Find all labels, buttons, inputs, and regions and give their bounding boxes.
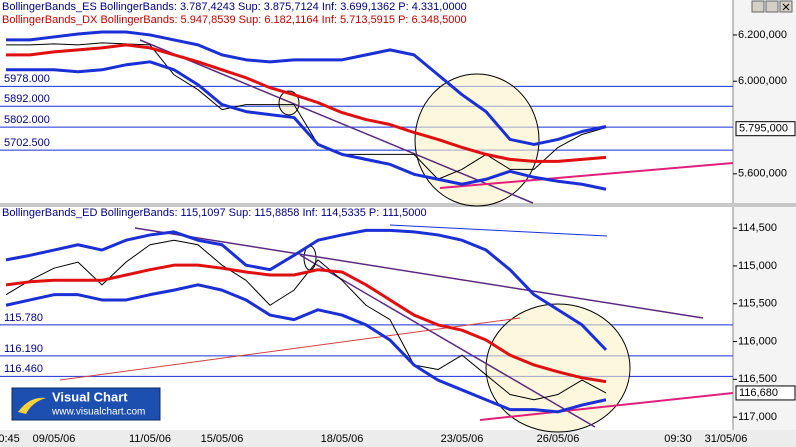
logo-url: www.visualchart.com	[51, 407, 145, 418]
x-tick-label: 09/05/06	[33, 433, 76, 445]
x-tick-label: 11/05/06	[129, 433, 171, 445]
x-tick-label: 18/05/06	[321, 433, 364, 445]
y-tick-label: 115,500	[738, 298, 777, 310]
trend-line	[439, 162, 734, 189]
x-axis-band	[0, 430, 796, 447]
last-value-label: 116,680	[739, 387, 778, 399]
series-line	[6, 60, 607, 191]
panel-header: BollingerBands_ES BollingerBands: 3.787,…	[2, 1, 467, 13]
x-tick-label: 09:30	[664, 433, 692, 445]
last-value-label: 5.795,000	[739, 123, 788, 135]
last-value-box	[735, 121, 796, 137]
y-tick-label: 114,500	[738, 222, 777, 234]
y-tick-label: 117,000	[738, 411, 777, 423]
y-tick-label: 6.200,000	[738, 29, 787, 41]
last-value-box	[735, 385, 796, 401]
series-line	[5, 263, 607, 384]
level-label: 115.780	[4, 312, 43, 324]
level-label: 5802.000	[4, 114, 50, 126]
maximize-button[interactable]	[765, 0, 779, 13]
close-icon	[782, 3, 790, 11]
trend-line	[299, 254, 596, 428]
trend-line	[59, 317, 521, 381]
logo-box	[11, 387, 161, 421]
level-label: 5978.000	[4, 73, 50, 85]
logo: Visual Chart www.visualchart.com	[11, 387, 161, 421]
logo-title: Visual Chart	[52, 389, 128, 404]
level-label: 5892.000	[4, 93, 50, 105]
series-line	[5, 228, 608, 351]
trend-line	[479, 392, 734, 421]
minimize-button[interactable]	[751, 0, 765, 13]
y-tick-label: 116,500	[738, 373, 777, 385]
panel-separator	[0, 203, 796, 207]
level-label: 116.190	[4, 343, 43, 355]
highlight-ellipse	[278, 90, 300, 116]
y-tick-label: 6.000,000	[738, 75, 787, 87]
x-tick-label: 20:45	[0, 433, 20, 445]
panel-header: BollingerBands_ED BollingerBands: 115,10…	[2, 207, 427, 219]
trend-line	[389, 224, 608, 237]
x-tick-label: 26/05/06	[537, 433, 580, 445]
series-line	[6, 42, 607, 180]
highlight-ellipse	[414, 73, 540, 207]
trend-line	[139, 39, 534, 204]
level-label: 5702.500	[4, 137, 50, 149]
x-tick-label: 15/05/06	[201, 433, 244, 445]
x-tick-label: 23/05/06	[441, 433, 484, 445]
x-tick-label: 31/05/06	[705, 433, 748, 445]
series-line	[6, 43, 607, 163]
axis-column	[733, 0, 796, 447]
series-line	[5, 239, 607, 401]
level-label: 116.460	[4, 363, 43, 375]
window-buttons	[751, 0, 793, 13]
panel-header: BollingerBands_DX BollingerBands: 5.947,…	[2, 14, 467, 26]
y-tick-label: 115,000	[738, 260, 777, 272]
series-line	[5, 283, 607, 414]
logo-icon	[18, 397, 46, 414]
y-tick-label: 116,000	[738, 335, 777, 347]
series-line	[6, 30, 607, 146]
trend-line	[134, 227, 704, 319]
y-tick-label: 5.600,000	[738, 168, 787, 180]
